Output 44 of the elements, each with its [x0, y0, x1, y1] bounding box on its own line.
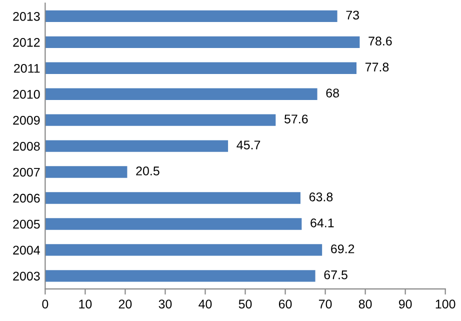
data-label: 68	[326, 88, 339, 98]
y-tick-label: 2004	[13, 246, 40, 255]
data-label: 67.5	[324, 270, 348, 280]
x-tick-label: 40	[198, 300, 212, 308]
data-label: 69.2	[331, 244, 354, 254]
bar	[45, 270, 316, 282]
bar	[45, 62, 356, 74]
x-tick-label: 70	[318, 300, 332, 308]
x-tick-label: 100	[436, 300, 456, 308]
bar	[45, 166, 128, 178]
bar	[45, 192, 300, 204]
y-tick-label: 2010	[13, 90, 40, 99]
y-tick-label: 2011	[14, 64, 40, 73]
data-label: 57.6	[284, 114, 308, 124]
bar	[45, 10, 338, 22]
y-tick-label: 2012	[13, 38, 40, 47]
x-tick-label: 30	[158, 300, 172, 308]
bar	[45, 114, 276, 126]
y-tick-label: 2003	[13, 272, 40, 281]
bar	[45, 218, 302, 230]
data-label: 77.8	[365, 62, 389, 72]
bar	[45, 88, 318, 100]
data-label: 45.7	[236, 140, 260, 150]
x-tick-label: 20	[118, 300, 132, 308]
x-tick-label: 0	[42, 300, 48, 308]
y-tick-label: 2007	[13, 168, 40, 177]
y-tick-label: 2008	[13, 142, 40, 151]
bar	[45, 140, 228, 152]
x-tick-label: 60	[278, 300, 292, 308]
data-label: 78.6	[368, 36, 392, 46]
data-label: 63.8	[309, 192, 333, 202]
x-tick-label: 80	[358, 300, 372, 308]
data-label: 73	[346, 10, 359, 20]
bar	[45, 244, 322, 256]
y-tick-label: 2005	[13, 220, 40, 229]
x-tick-label: 10	[79, 300, 92, 308]
y-tick-label: 2013	[13, 12, 40, 21]
y-tick-label: 2006	[13, 194, 40, 203]
x-tick-label: 90	[398, 300, 412, 308]
data-label: 20.5	[136, 166, 160, 176]
y-tick-label: 2009	[13, 116, 40, 125]
data-label: 64.1	[310, 218, 334, 228]
bar	[45, 36, 360, 48]
x-tick-label: 50	[238, 300, 252, 308]
